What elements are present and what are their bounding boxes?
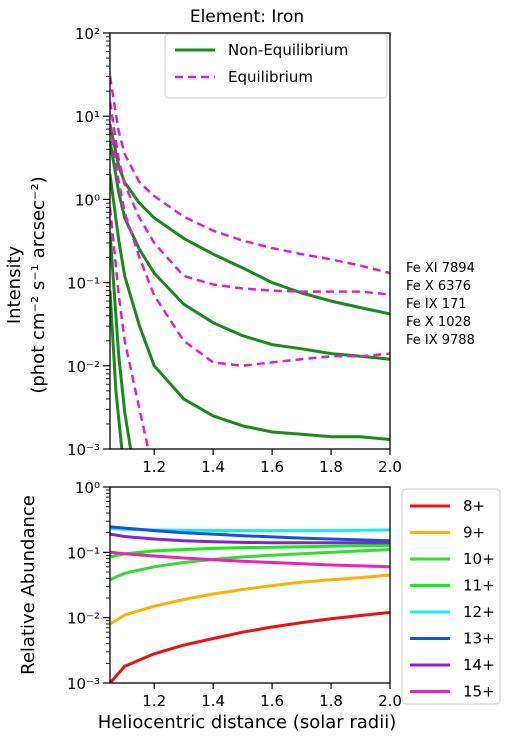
x-tick-label: 2.0 (378, 458, 402, 476)
series-non_eq-0 (110, 123, 390, 316)
abundance-y-label-text: Relative Abundance (18, 495, 39, 675)
abundance-y-label: Relative Abundance (18, 495, 39, 675)
intensity-y-label-units: (phot cm⁻² s⁻¹ arcsec⁻²) (28, 176, 49, 393)
legend-label-12plus: 12+ (463, 603, 495, 621)
series-13plus (110, 525, 390, 543)
y-tick-label: 10⁰ (75, 479, 100, 497)
x-tick-label: 1.6 (260, 458, 284, 476)
series-11plus (110, 543, 390, 559)
y-tick-label: 10⁻² (67, 358, 100, 376)
x-tick-label: 1.2 (142, 692, 166, 710)
chart-title: Element: Iron (190, 7, 304, 27)
y-tick-label: 10¹ (75, 108, 100, 126)
abundance-panel: 1.2 1.4 1.6 1.8 2.0 10⁻³ 10⁻² 10⁻¹ 10⁰ Relative… (18, 479, 501, 733)
abundance-legend-box (401, 488, 501, 705)
x-tick-label: 1.6 (260, 692, 284, 710)
y-tick-label: 10⁻² (67, 610, 100, 628)
line-label-fe-x-6376: Fe X 6376 (406, 279, 471, 294)
intensity-legend-box (164, 33, 388, 99)
legend-label-14plus: 14+ (463, 656, 495, 674)
intensity-y-label-main: Intensity (4, 245, 25, 324)
y-tick-label: 10⁰ (75, 191, 100, 209)
intensity-series (110, 76, 390, 449)
intensity-y-ticks: 10⁻³ 10⁻² 10⁻¹ 10⁰ 10¹ 10² (67, 25, 110, 459)
series-eq-5 (110, 76, 390, 275)
x-tick-label: 2.0 (378, 692, 402, 710)
abundance-plot-frame (109, 486, 391, 684)
series-non_eq-3 (110, 232, 133, 449)
series-non_eq-4 (110, 290, 124, 449)
series-non_eq-2 (110, 174, 390, 441)
legend-label-9plus: 9+ (463, 524, 485, 542)
abundance-legend: 8+ 9+ 10+ 11+ 12+ 13+ 14+ 15+ (401, 488, 501, 705)
y-tick-label: 10⁻³ (67, 441, 100, 459)
intensity-plot-frame (109, 32, 391, 450)
legend-label-non-eq: Non-Equilibrium (228, 41, 348, 59)
legend-label-15plus: 15+ (463, 683, 495, 701)
y-tick-label: 10⁻³ (67, 675, 100, 693)
x-tick-label: 1.4 (201, 458, 225, 476)
legend-label-eq: Equilibrium (228, 68, 313, 86)
series-9plus (110, 573, 390, 626)
series-8plus (110, 611, 390, 683)
intensity-panel: Element: Iron 1.2 1.4 1.6 1.8 2.0 10⁻³10⁻²10… (4, 7, 475, 476)
series-non_eq-1 (110, 140, 390, 361)
y-tick-label: 10⁻¹ (67, 275, 100, 293)
x-tick-label: 1.4 (201, 692, 225, 710)
line-label-fe-ix-9788: Fe IX 9788 (406, 333, 475, 348)
legend-label-11plus: 11+ (463, 577, 495, 595)
legend-label-13plus: 13+ (463, 630, 495, 648)
line-label-fe-xi-7894: Fe XI 7894 (406, 261, 475, 276)
abundance-series (110, 525, 390, 683)
line-labels: Fe XI 7894 Fe X 6376 Fe IX 171 Fe X 1028… (406, 261, 475, 348)
x-tick-label: 1.2 (142, 458, 166, 476)
legend-label-8plus: 8+ (463, 497, 485, 515)
line-label-fe-x-1028: Fe X 1028 (406, 315, 471, 330)
series-eq-8 (110, 207, 150, 449)
y-tick-label: 10² (75, 25, 100, 43)
intensity-y-label: Intensity (phot cm⁻² s⁻¹ arcsec⁻²) (4, 176, 49, 393)
series-eq-6 (110, 101, 390, 296)
series-eq-7 (110, 124, 390, 368)
series-14plus (110, 532, 390, 545)
line-label-fe-ix-171: Fe IX 171 (406, 297, 467, 312)
abundance-y-ticks: 10⁻³ 10⁻² 10⁻¹ 10⁰ (67, 479, 110, 693)
x-tick-label: 1.8 (319, 692, 343, 710)
legend-label-10plus: 10+ (463, 550, 495, 568)
y-tick-label: 10⁻¹ (67, 544, 100, 562)
x-tick-label: 1.8 (319, 458, 343, 476)
intensity-x-ticks: 1.2 1.4 1.6 1.8 2.0 (142, 449, 402, 476)
series-10plus (110, 548, 390, 582)
abundance-x-ticks: 1.2 1.4 1.6 1.8 2.0 (142, 683, 402, 710)
intensity-legend: Non-Equilibrium Equilibrium (164, 33, 388, 99)
abundance-x-label: Heliocentric distance (solar radii) (98, 712, 397, 733)
series-15plus (110, 550, 390, 569)
